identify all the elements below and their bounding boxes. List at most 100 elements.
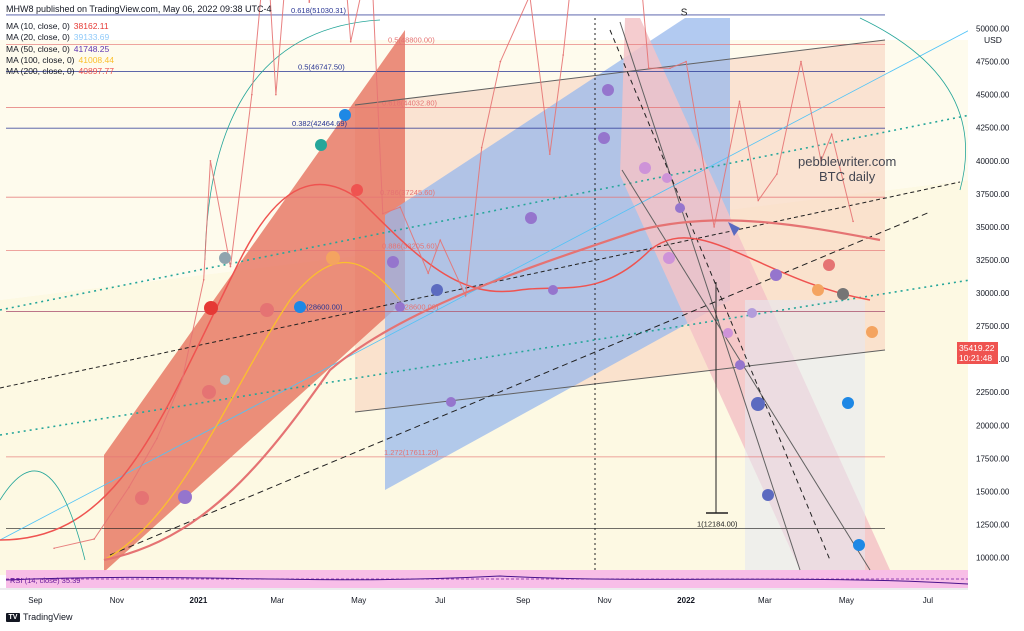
time-tick-label: Nov xyxy=(110,596,124,605)
legend-value: 40897.77 xyxy=(78,66,114,77)
price-point xyxy=(229,265,232,268)
price-tick-label: 50000.00 xyxy=(976,25,1010,34)
wave-label-s: S xyxy=(681,7,688,18)
fib-level-label: 0.886(33205.60) xyxy=(382,242,438,251)
price-tick-label: 45000.00 xyxy=(976,91,1010,100)
price-point xyxy=(93,538,95,540)
time-tick-label: Sep xyxy=(28,596,43,605)
publish-header: MHW8 published on TradingView.com, May 0… xyxy=(6,4,272,14)
price-point xyxy=(713,226,715,228)
tradingview-logo-icon: TV xyxy=(6,612,20,622)
price-tick-label: 12500.00 xyxy=(976,520,1010,529)
currency-label[interactable]: USD xyxy=(984,35,1002,45)
price-tick-label: 37500.00 xyxy=(976,190,1010,199)
legend-row-ma50[interactable]: MA (50, close, 0) 41748.25 xyxy=(6,44,114,55)
time-tick-label: May xyxy=(839,596,854,605)
watermark: pebblewriter.com BTC daily xyxy=(798,154,896,184)
price-point xyxy=(562,54,564,56)
watermark-subtitle: BTC daily xyxy=(818,169,876,184)
trend-overlays xyxy=(0,13,1001,571)
legend-value: 41008.44 xyxy=(78,54,114,65)
legend-label: MA (50, close, 0) xyxy=(6,43,70,54)
price-point xyxy=(427,272,430,274)
watermark-site: pebblewriter.com xyxy=(798,154,897,169)
price-point xyxy=(499,60,502,63)
legend-label: MA (200, close, 0) xyxy=(6,66,75,77)
price-tick-label: 35000.00 xyxy=(976,223,1010,232)
price-point xyxy=(669,67,671,70)
price-tick-label: 15000.00 xyxy=(976,487,1010,496)
fib-level-label: 0.382(42464.69) xyxy=(292,119,348,128)
price-point xyxy=(830,133,833,136)
price-tick-label: 30000.00 xyxy=(976,289,1010,298)
price-axis-background xyxy=(968,0,1024,600)
price-series xyxy=(53,0,854,550)
rsi-pane: RSI (14, close) 35.39 xyxy=(5,575,969,585)
price-point xyxy=(209,159,212,162)
fib-level-label: 0.5(46747.50) xyxy=(298,63,345,72)
time-tick-label: 2021 xyxy=(190,596,208,605)
legend-row-ma20[interactable]: MA (20, close, 0) 39133.69 xyxy=(6,32,114,43)
price-point xyxy=(852,220,854,223)
price-tick-label: 22500.00 xyxy=(976,388,1010,397)
legend-row-ma200[interactable]: MA (200, close, 0) 40897.77 xyxy=(6,66,114,77)
price-point xyxy=(480,146,483,149)
fib-level-label: 0.618(51030.31) xyxy=(291,6,347,15)
time-tick-label: Mar xyxy=(270,596,284,605)
fib-level-label: 0(28600.00) xyxy=(302,303,343,312)
price-point xyxy=(800,60,802,63)
rsi-label: RSI (14, close) 35.39 xyxy=(10,576,80,585)
fib-level-label: 0.5(48800.00) xyxy=(388,35,435,44)
price-axis[interactable]: 10000.00 12500.00 15000.00 17500.00 20000.00… xyxy=(968,0,1024,600)
legend-row-ma10[interactable]: MA (10, close, 0) 38162.11 xyxy=(6,21,114,32)
price-point xyxy=(53,547,55,550)
wave-annotations: HSS xyxy=(681,7,688,18)
last-price-countdown: 10:21:48 xyxy=(959,353,993,363)
price-tick-label: 42500.00 xyxy=(976,124,1010,133)
price-point xyxy=(202,278,205,281)
legend-label: MA (10, close, 0) xyxy=(6,21,70,31)
time-tick-label: Nov xyxy=(597,596,611,605)
price-point xyxy=(738,100,741,103)
legend-value: 41748.25 xyxy=(73,43,110,54)
time-tick-label: Mar xyxy=(758,596,772,605)
price-tick-label: 40000.00 xyxy=(976,157,1010,166)
time-axis[interactable]: Sep Nov 2021 Mar May Jul Sep Nov 2022 Mar May Jul xyxy=(0,588,1024,608)
price-point xyxy=(399,206,401,208)
price-point xyxy=(776,173,778,175)
price-tick-label: 32500.00 xyxy=(976,256,1010,265)
price-point xyxy=(757,199,760,202)
brand-name: TradingView xyxy=(23,612,73,622)
price-point xyxy=(820,159,822,162)
price-tick-label: 17500.00 xyxy=(976,454,1010,463)
legend-row-ma100[interactable]: MA (100, close, 0) 41008.44 xyxy=(6,55,114,66)
time-tick-label: May xyxy=(351,596,366,605)
price-point xyxy=(251,93,253,96)
last-price-value: 35419.22 xyxy=(959,343,995,353)
price-tick-label: 47500.00 xyxy=(976,58,1010,67)
time-tick-label: Sep xyxy=(516,596,531,605)
fib-level-label: 0.618(44032.80) xyxy=(382,98,438,107)
time-tick-label: Jul xyxy=(435,596,445,605)
price-point xyxy=(548,153,551,155)
price-tick-label: 20000.00 xyxy=(976,421,1010,430)
ma-legend: MA (10, close, 0) 38162.11 MA (20, close,… xyxy=(6,21,114,77)
price-tick-label: 27500.00 xyxy=(976,322,1010,331)
fib-level-label: 1.272(17611.20) xyxy=(384,448,439,457)
fib-levels: 1.272(74767.24)0(69000.00)1(64895.00)0.8… xyxy=(6,6,885,530)
tradingview-brand[interactable]: TV TradingView xyxy=(6,612,73,622)
legend-value: 39133.69 xyxy=(73,32,110,43)
time-axis-background xyxy=(0,588,1024,608)
last-price-tag: 35419.22 10:21:48 xyxy=(957,342,998,364)
fib-level-label: 1(12184.00) xyxy=(697,520,738,529)
price-point xyxy=(349,40,352,43)
price-point xyxy=(156,437,158,440)
legend-label: MA (100, close, 0) xyxy=(6,54,75,65)
price-tick-label: 10000.00 xyxy=(976,554,1010,563)
legend-label: MA (20, close, 0) xyxy=(6,32,70,43)
price-point xyxy=(685,60,687,63)
price-point xyxy=(181,378,184,380)
price-point xyxy=(464,294,467,297)
